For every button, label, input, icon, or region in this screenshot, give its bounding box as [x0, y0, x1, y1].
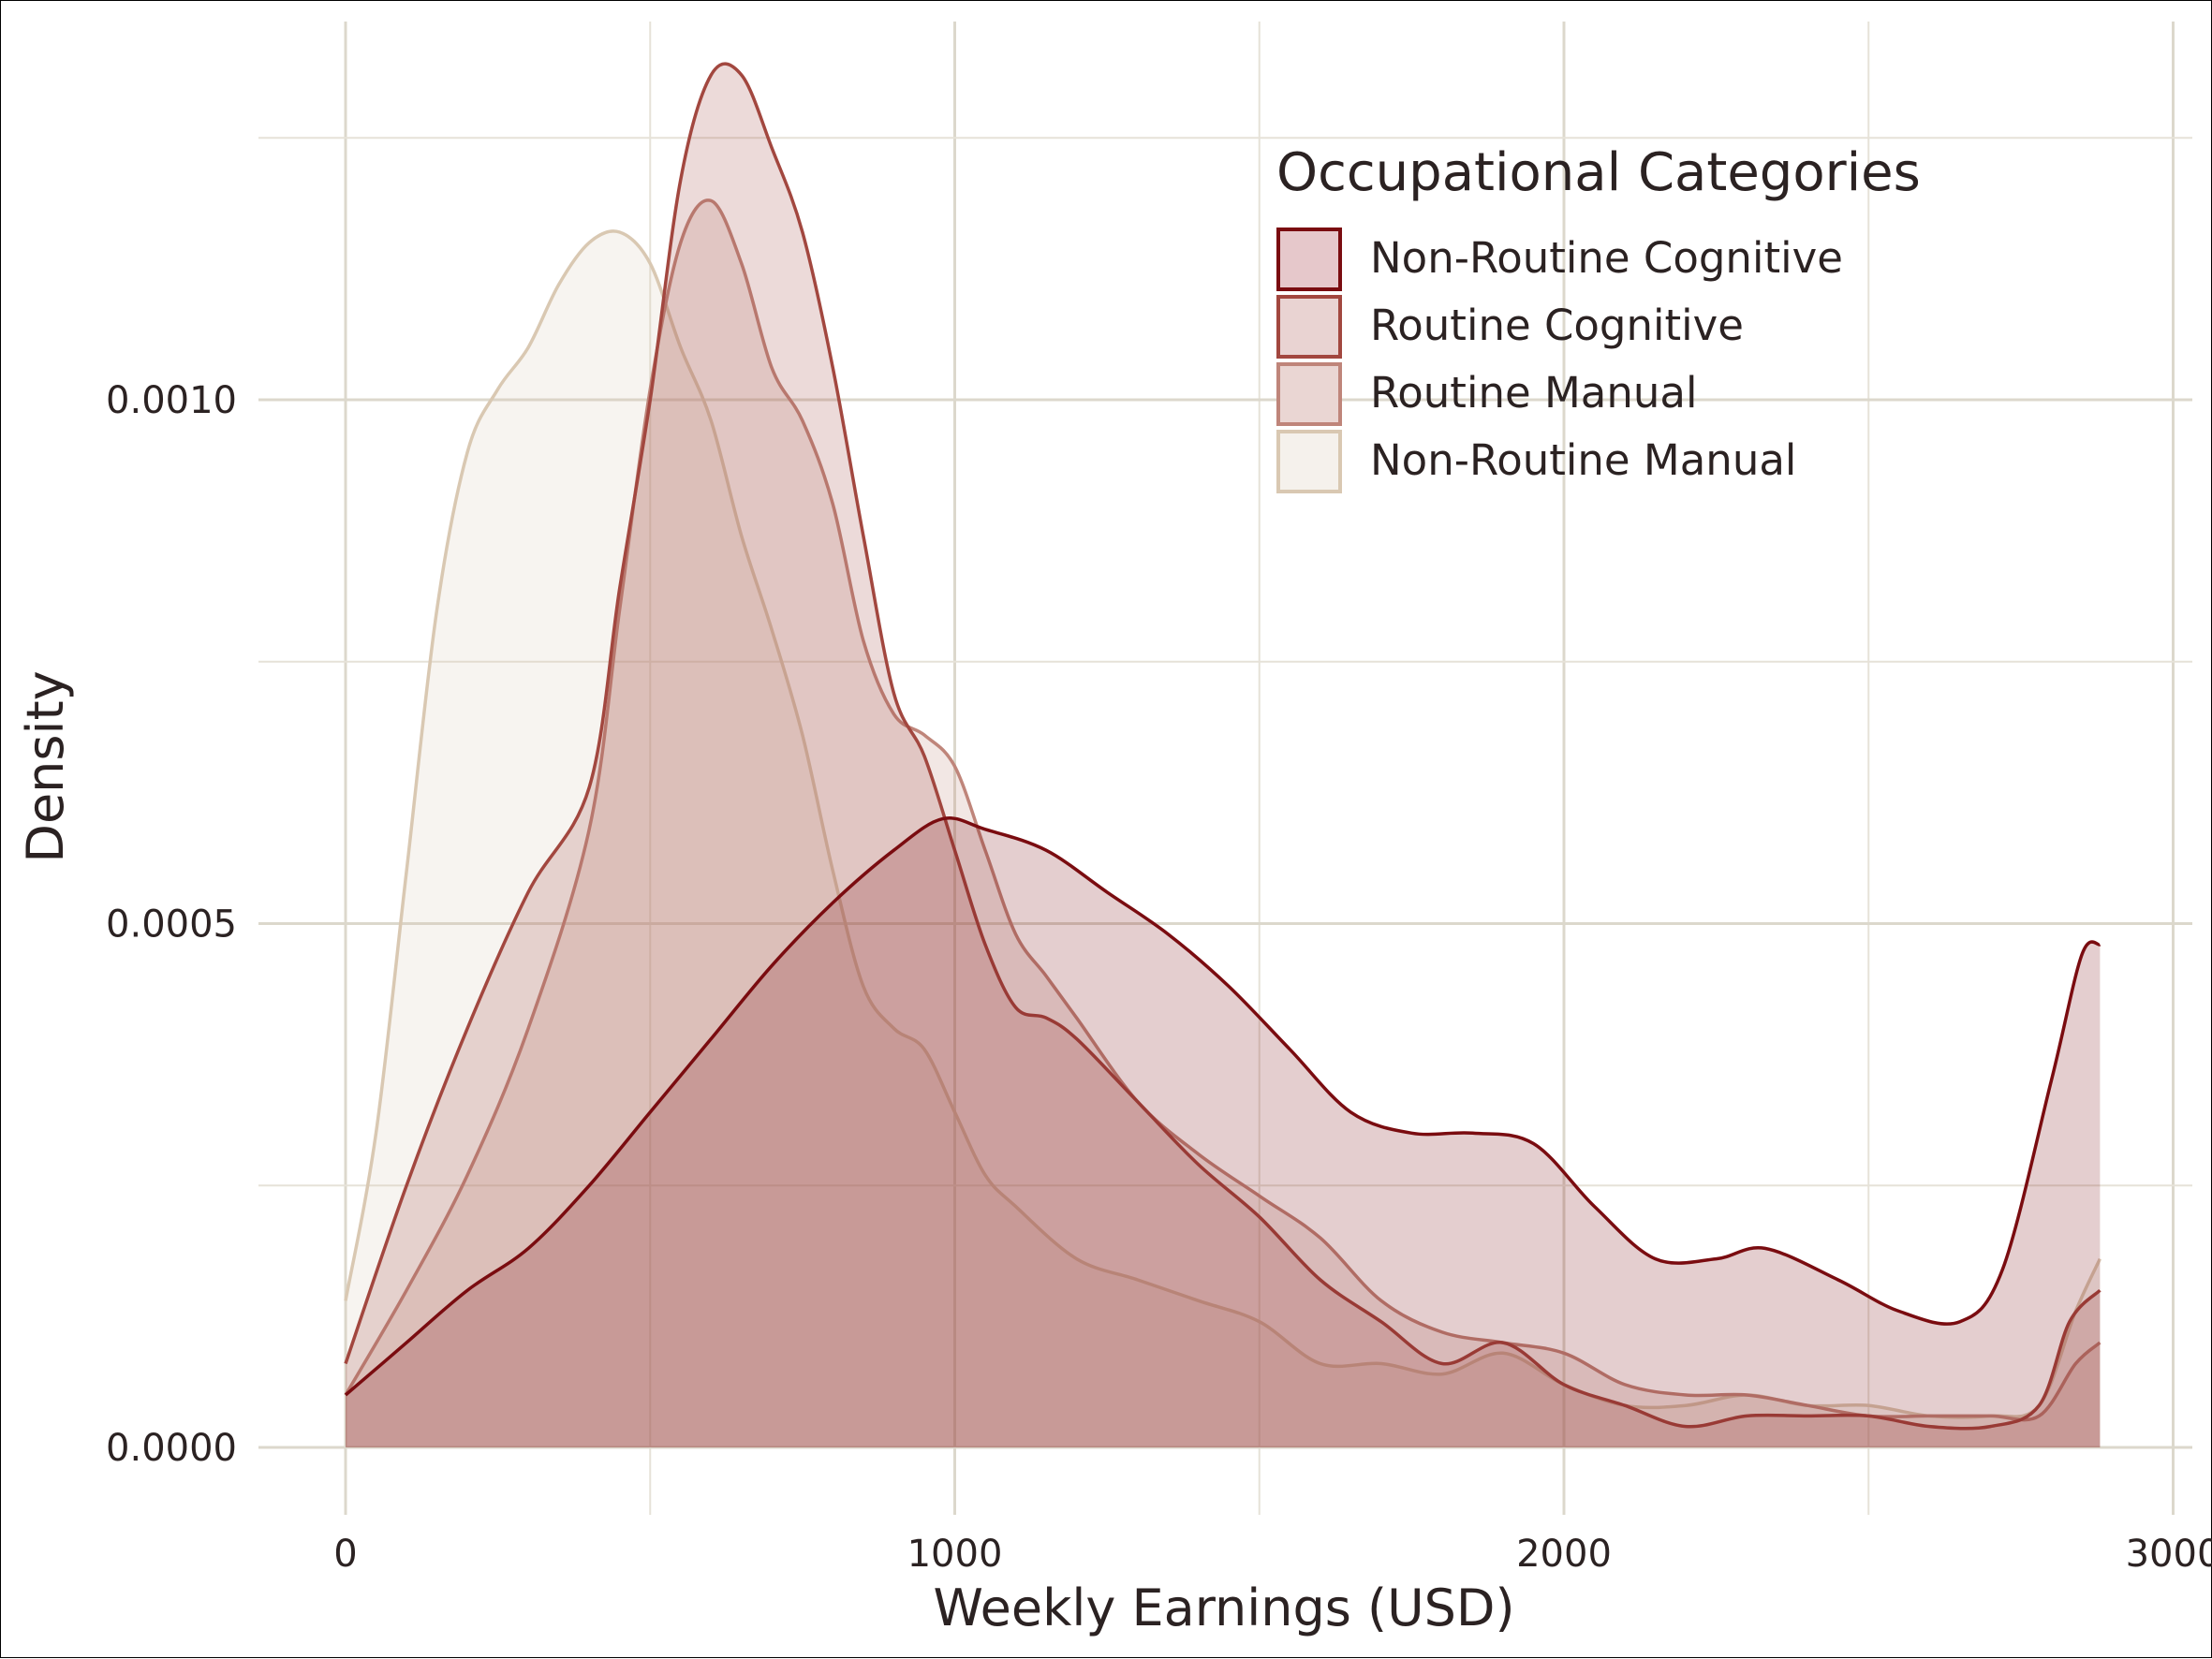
area-routine-manual	[346, 199, 2101, 1447]
legend-label-routine-manual: Routine Manual	[1370, 368, 1697, 418]
x-tick-label: 2000	[1516, 1533, 1612, 1576]
area-routine-cognitive	[346, 64, 2101, 1448]
legend-swatch-routine-cognitive	[1276, 295, 1342, 359]
grid-lines	[258, 22, 2192, 1515]
x-axis-title: Weekly Earnings (USD)	[933, 1578, 1514, 1637]
y-tick-label: 0.0000	[106, 1427, 237, 1470]
line-routine-cognitive	[344, 62, 2101, 1431]
x-tick-label: 0	[333, 1533, 357, 1576]
y-axis-ticks: 0.0000 0.0005 0.0010	[106, 379, 237, 1470]
legend-swatch-routine-manual	[1276, 362, 1342, 426]
line-non-routine-manual	[344, 229, 2101, 1419]
legend-label-routine-cognitive: Routine Cognitive	[1370, 301, 1744, 350]
legend-swatch-non-routine-cognitive	[1276, 228, 1342, 291]
area-non-routine-manual	[346, 230, 2101, 1447]
y-tick-label: 0.0010	[106, 379, 237, 422]
density-areas	[344, 62, 2101, 1448]
legend-title: Occupational Categories	[1276, 142, 1921, 203]
y-tick-label: 0.0005	[106, 903, 237, 947]
area-non-routine-cognitive	[346, 817, 2101, 1447]
x-axis-ticks: 0 1000 2000 3000	[333, 1533, 2212, 1576]
legend-label-non-routine-manual: Non-Routine Manual	[1370, 435, 1796, 485]
x-tick-label: 3000	[2126, 1533, 2212, 1576]
line-routine-manual	[344, 198, 2101, 1422]
line-non-routine-cognitive	[344, 816, 2101, 1397]
legend-swatch-non-routine-manual	[1276, 430, 1342, 493]
legend-label-non-routine-cognitive: Non-Routine Cognitive	[1370, 233, 1843, 283]
legend: Occupational Categories Non-Routine Cogn…	[1276, 142, 1921, 493]
x-tick-label: 1000	[907, 1533, 1003, 1576]
y-axis-title: Density	[16, 670, 75, 862]
